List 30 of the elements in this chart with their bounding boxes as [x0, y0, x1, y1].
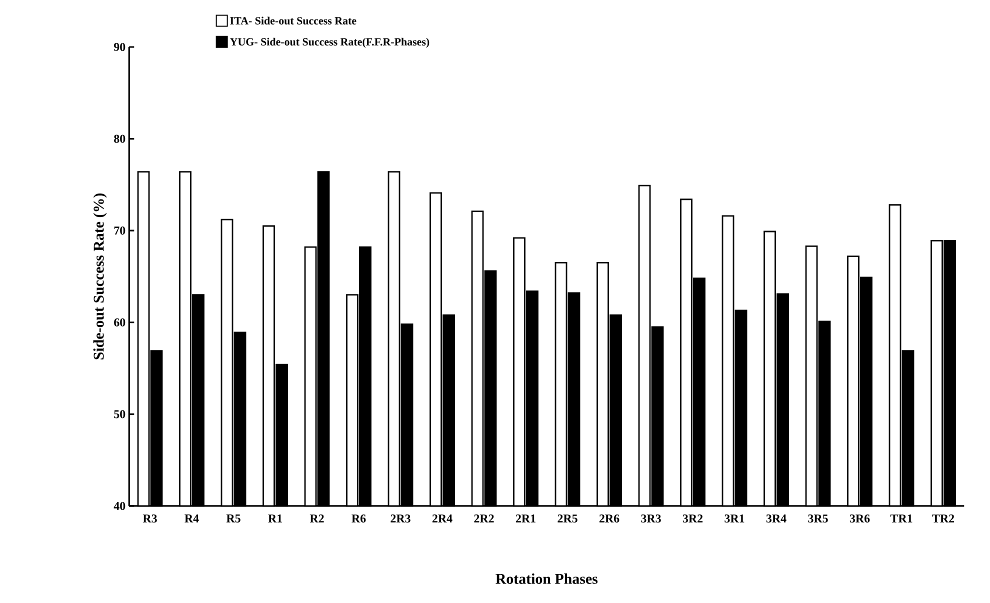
- x-tick-label: 2R4: [432, 514, 452, 522]
- legend-label: YUG- Side-out Success Rate(F.F.R-Phases): [230, 38, 430, 48]
- x-tick-label: 3R3: [641, 514, 661, 523]
- x-tick-label: 3R5: [808, 514, 828, 523]
- x-tick-label: R2: [310, 514, 324, 522]
- y-axis-title: Side-out Success Rate (%): [93, 194, 107, 360]
- y-tick-label: 40: [114, 502, 126, 510]
- x-tick-label: 2R3: [390, 514, 410, 523]
- x-tick-label: 2R1: [516, 514, 536, 522]
- x-tick-label: R4: [184, 514, 199, 522]
- y-tick-label: 60: [114, 318, 126, 326]
- legend-label: ITA- Side-out Success Rate: [230, 16, 356, 24]
- x-tick-label: 3R1: [724, 514, 744, 523]
- y-tick-label: 80: [114, 134, 126, 143]
- x-tick-label: R1: [268, 514, 282, 522]
- y-tick-label: 50: [114, 410, 126, 418]
- x-tick-label: 3R2: [682, 514, 703, 523]
- x-tick-label: TR2: [932, 514, 954, 522]
- x-tick-label: 3R6: [850, 514, 870, 523]
- x-tick-label: TR1: [890, 514, 912, 522]
- x-tick-label: R5: [226, 514, 240, 522]
- x-tick-label: 3R4: [766, 514, 786, 523]
- x-tick-label: 2R5: [558, 514, 578, 523]
- x-axis-title: Rotation Phases: [496, 573, 598, 584]
- x-tick-label: 2R2: [474, 514, 494, 522]
- x-tick-label: R3: [142, 514, 157, 523]
- y-tick-label: 70: [114, 226, 126, 235]
- x-tick-label: 2R6: [599, 514, 620, 523]
- x-tick-label: R6: [352, 514, 366, 523]
- y-tick-label: 90: [114, 42, 126, 52]
